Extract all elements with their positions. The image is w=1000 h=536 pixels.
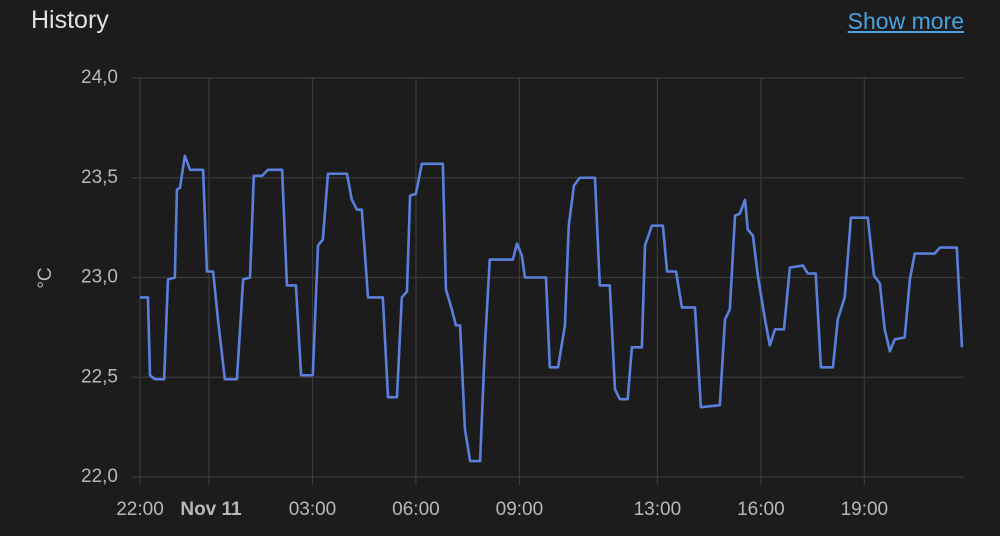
y-tick-label: 24,0 <box>81 67 118 88</box>
y-tick-label: 23,0 <box>81 267 118 288</box>
data-line <box>140 154 964 463</box>
card-title: History <box>31 6 109 34</box>
x-tick-label: 19:00 <box>841 499 889 520</box>
x-tick-label: 22:00 <box>116 499 164 520</box>
x-tick-label: 13:00 <box>634 499 682 520</box>
y-tick-label: 22,0 <box>81 466 118 487</box>
x-tick-label: 09:00 <box>496 499 544 520</box>
x-tick-label: 03:00 <box>289 499 337 520</box>
x-tick-label: 16:00 <box>737 499 785 520</box>
y-axis-label: °C <box>35 267 56 288</box>
x-tick-label: 06:00 <box>392 499 440 520</box>
y-tick-label: 22,5 <box>81 366 118 387</box>
show-more-link[interactable]: Show more <box>847 8 964 34</box>
x-tick-label: Nov 11 <box>180 499 242 520</box>
y-tick-label: 23,5 <box>81 167 118 188</box>
